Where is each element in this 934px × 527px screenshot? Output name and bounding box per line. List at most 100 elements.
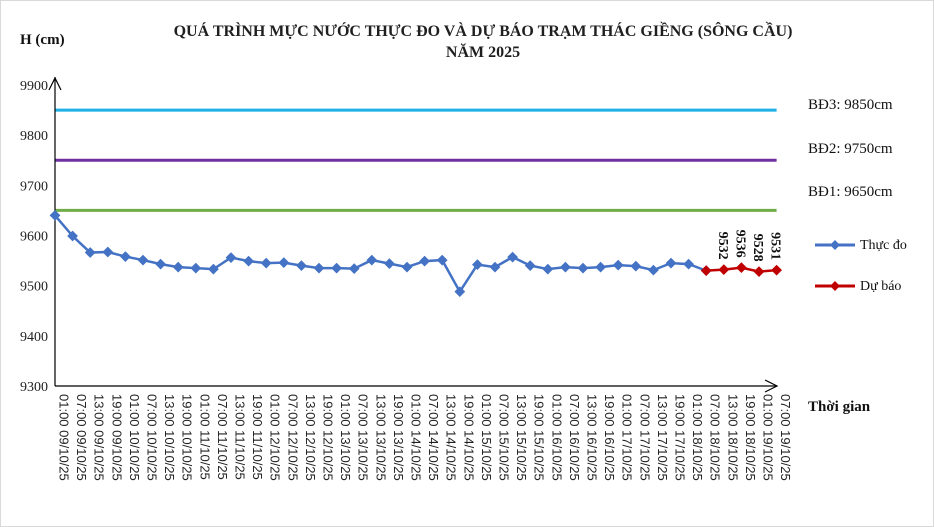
y-tick-label: 9600: [20, 230, 48, 245]
x-tick-label: 19:00 17/10/25: [673, 394, 688, 481]
legend-label-du-bao: Dự báo: [860, 279, 902, 294]
data-point: [155, 258, 166, 270]
x-tick-label: 13:00 09/10/25: [92, 394, 107, 481]
data-point: [454, 286, 466, 298]
x-axis-arrow: [764, 379, 779, 393]
data-point: [243, 255, 254, 267]
data-point: [172, 261, 184, 273]
data-point: [436, 254, 448, 266]
x-tick-label: 19:00 14/10/25: [461, 394, 476, 481]
x-tick-label: 13:00 14/10/25: [444, 394, 459, 481]
x-tick-label: 07:00 11/10/25: [215, 394, 230, 480]
x-tick-label: 19:00 12/10/25: [321, 394, 336, 481]
data-point: [278, 257, 290, 268]
data-point: [260, 257, 272, 269]
x-tick-label: 01:00 15/10/25: [479, 394, 494, 481]
x-tick-label: 19:00 10/10/25: [180, 394, 195, 481]
y-tick-label: 9500: [20, 280, 48, 295]
y-axis-label: H (cm): [20, 32, 65, 48]
data-point: [595, 261, 606, 273]
y-tick-label: 9900: [20, 79, 48, 94]
x-tick-label: 19:00 13/10/25: [391, 394, 406, 481]
x-tick-label: 01:00 17/10/25: [620, 394, 635, 481]
x-tick-label: 13:00 18/10/25: [725, 394, 740, 481]
y-tick-label: 9800: [20, 129, 48, 144]
x-tick-label: 07:00 15/10/25: [497, 394, 512, 481]
x-tick-label: 01:00 14/10/25: [409, 394, 424, 481]
legend-swatch-du-bao: [815, 281, 855, 291]
data-point: [190, 262, 202, 274]
data-point: [296, 260, 307, 271]
data-point: [577, 262, 589, 274]
data-point: [560, 261, 571, 273]
x-tick-label: 01:00 16/10/25: [549, 394, 564, 481]
data-point: [507, 251, 518, 263]
x-tick-label: 07:00 14/10/25: [426, 394, 441, 481]
x-tick-label: 07:00 10/10/25: [145, 394, 160, 481]
y-axis-arrow: [48, 76, 62, 91]
x-tick-label: 01:00 18/10/25: [690, 394, 705, 481]
data-label: 9536: [732, 230, 747, 258]
legend-label-thuc-do: Thực đo: [860, 238, 907, 253]
x-tick-label: 01:00 09/10/25: [57, 394, 72, 481]
data-point: [648, 264, 659, 276]
data-point: [348, 263, 360, 274]
data-label: 9528: [750, 234, 765, 262]
x-tick-label: 07:00 17/10/25: [637, 394, 652, 481]
data-point: [313, 262, 325, 274]
x-axis-label: Thời gian: [808, 399, 871, 415]
x-tick-label: 01:00 19/10/25: [761, 394, 776, 481]
x-tick-label: 13:00 17/10/25: [655, 394, 670, 481]
y-tick-label: 9400: [20, 330, 48, 345]
x-tick-label: 01:00 10/10/25: [127, 394, 142, 481]
data-label: 9531: [768, 232, 783, 260]
data-point: [630, 260, 642, 272]
data-point: [137, 254, 149, 266]
data-point: [208, 263, 219, 275]
threshold-label-bd1: BĐ1: 9650cm: [808, 184, 893, 200]
x-tick-label: 07:00 12/10/25: [285, 394, 300, 481]
data-point: [736, 262, 747, 273]
x-tick-label: 07:00 13/10/25: [356, 394, 371, 481]
chart-title: QUÁ TRÌNH MỰC NƯỚC THỰC ĐO VÀ DỰ BÁO TRẠ…: [173, 23, 793, 40]
x-tick-label: 07:00 18/10/25: [708, 394, 723, 481]
x-tick-label: 13:00 13/10/25: [373, 394, 388, 481]
data-point: [489, 261, 501, 273]
y-tick-label: 9300: [20, 380, 48, 395]
data-point: [331, 262, 342, 274]
y-tick-label: 9700: [20, 179, 48, 194]
x-tick-label: 13:00 10/10/25: [162, 394, 177, 481]
x-tick-label: 07:00 19/10/25: [778, 394, 793, 481]
data-point: [665, 257, 677, 269]
data-point: [120, 251, 131, 262]
data-point: [771, 264, 782, 276]
x-tick-label: 13:00 16/10/25: [585, 394, 600, 481]
x-tick-label: 19:00 18/10/25: [743, 394, 758, 481]
data-point: [612, 259, 624, 271]
threshold-label-bd3: BĐ3: 9850cm: [808, 97, 893, 113]
data-point: [700, 265, 712, 276]
data-point: [524, 260, 536, 271]
data-point: [366, 254, 378, 266]
chart-subtitle: NĂM 2025: [445, 44, 521, 61]
legend-swatch-thuc-do: [815, 240, 855, 250]
series-line-0: [54, 214, 707, 295]
data-point: [683, 258, 694, 270]
x-tick-label: 13:00 12/10/25: [303, 394, 318, 481]
data-point: [472, 259, 483, 270]
data-point: [718, 264, 730, 275]
x-tick-label: 07:00 09/10/25: [74, 394, 89, 481]
x-tick-label: 07:00 16/10/25: [567, 394, 582, 481]
x-tick-label: 19:00 09/10/25: [109, 394, 124, 481]
x-tick-label: 01:00 11/10/25: [197, 394, 212, 480]
x-tick-label: 13:00 11/10/25: [233, 394, 248, 480]
x-tick-label: 19:00 16/10/25: [602, 394, 617, 481]
data-point: [102, 246, 114, 258]
data-point: [419, 255, 430, 267]
x-tick-label: 01:00 12/10/25: [268, 394, 283, 481]
x-tick-label: 19:00 15/10/25: [532, 394, 547, 481]
data-point: [384, 258, 395, 269]
x-tick-label: 01:00 13/10/25: [338, 394, 353, 481]
x-tick-label: 19:00 11/10/25: [250, 394, 265, 480]
